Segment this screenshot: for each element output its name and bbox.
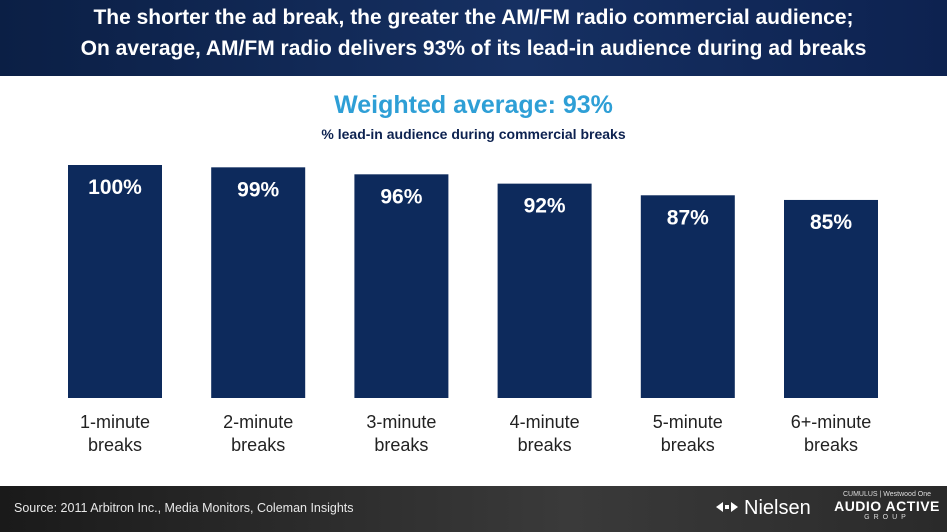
header-banner: The shorter the ad break, the greater th…	[0, 0, 947, 76]
category-label-4-line-1: 4-minute	[510, 412, 580, 432]
bar-6	[784, 199, 878, 398]
category-label-3-line-2: breaks	[374, 435, 428, 455]
aag-top-text: CUMULUS | Westwood One	[842, 491, 932, 498]
aag-bottom-text: GROUP	[864, 514, 910, 521]
bar-chart: 100% 1-minute breaks 99% 2-minute breaks 96% 3-…	[68, 165, 878, 455]
category-label-1-line-1: 1-minute	[80, 412, 150, 432]
bar-2	[211, 167, 306, 398]
bar-3	[354, 174, 449, 398]
bar-value-label-2: 99%	[237, 178, 279, 201]
footer-bar: Source: 2011 Arbitron Inc., Media Monito…	[0, 486, 947, 532]
bar-value-label-5: 87%	[667, 206, 709, 229]
bar-value-label-4: 92%	[524, 195, 566, 218]
category-label-6-line-2: breaks	[804, 435, 858, 455]
source-note: Source: 2011 Arbitron Inc., Media Monito…	[14, 501, 354, 515]
category-label-3-line-1: 3-minute	[366, 412, 436, 432]
chart-subtitle: % lead-in audience during commercial bre…	[321, 126, 626, 142]
category-label-6-line-1: 6+-minute	[791, 412, 872, 432]
nielsen-wordmark: Nielsen	[744, 497, 811, 519]
category-label-5-line-1: 5-minute	[653, 412, 723, 432]
nielsen-arrows-icon	[716, 497, 738, 520]
headline-line-2: On average, AM/FM radio delivers 93% of …	[80, 37, 867, 60]
aag-main-text: AUDIO ACTIVE	[834, 498, 940, 514]
bar-5	[640, 195, 735, 398]
chart-title: Weighted average: 93%	[334, 91, 613, 119]
category-label-4-line-2: breaks	[518, 435, 572, 455]
bar-value-label-3: 96%	[380, 185, 422, 208]
bar-1	[68, 165, 162, 398]
category-label-5-line-2: breaks	[661, 435, 715, 455]
audio-active-group-logo: CUMULUS | Westwood One AUDIO ACTIVE GROU…	[832, 491, 942, 521]
category-label-1-line-2: breaks	[88, 435, 142, 455]
bar-value-label-6: 85%	[810, 211, 852, 234]
bar-value-label-1: 100%	[88, 176, 142, 199]
headline-line-1: The shorter the ad break, the greater th…	[93, 6, 854, 29]
category-label-2-line-1: 2-minute	[223, 412, 293, 432]
nielsen-logo: Nielsen	[716, 497, 811, 520]
category-label-2-line-2: breaks	[231, 435, 285, 455]
bar-4	[497, 183, 592, 398]
